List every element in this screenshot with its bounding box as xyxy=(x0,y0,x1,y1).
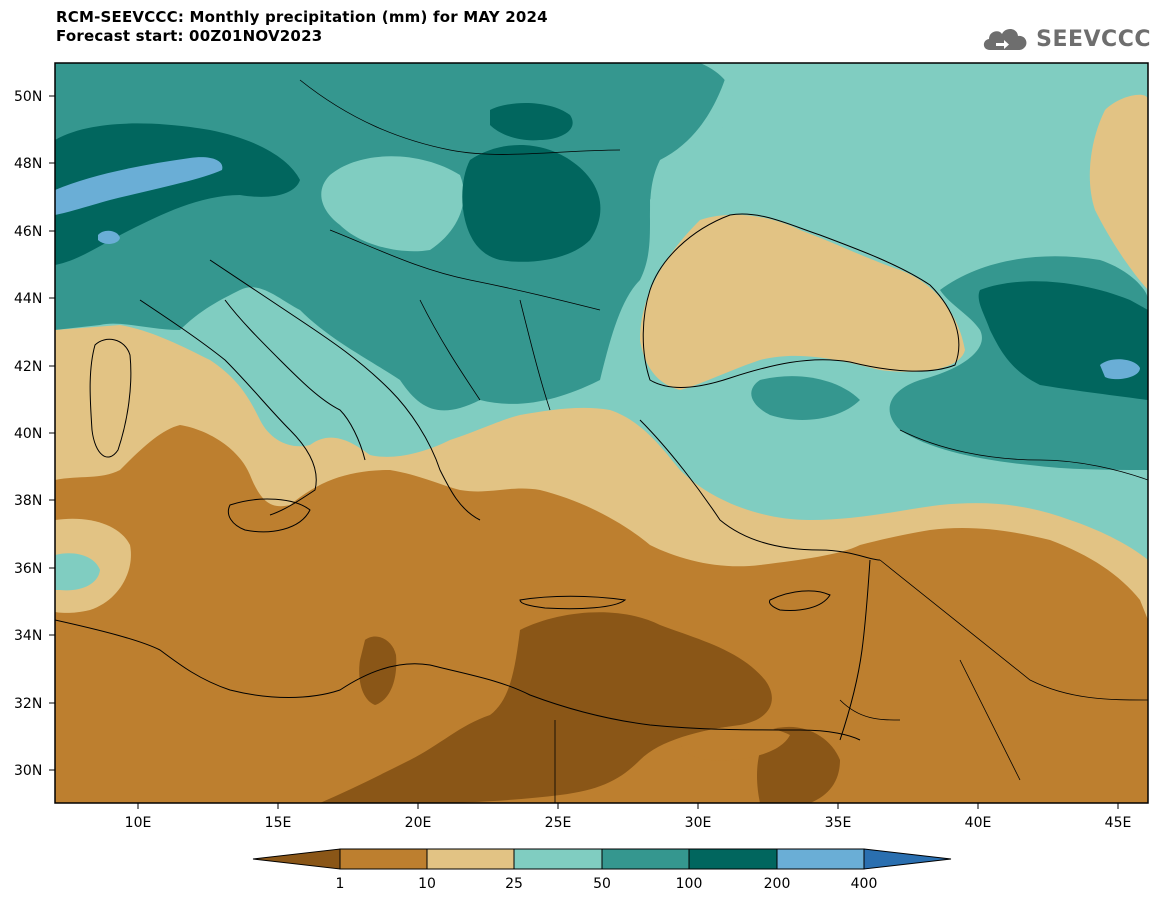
coastline-cyprus xyxy=(769,590,831,611)
cloud-icon xyxy=(983,28,1027,50)
colorbar-segment-200-400 xyxy=(776,848,865,870)
colorbar-label-50: 50 xyxy=(593,876,611,892)
colorbar-segment-25-50 xyxy=(513,848,603,870)
region-50-100-anatolia xyxy=(751,376,860,420)
colorbar-segment-below-1 xyxy=(252,848,341,870)
seevccc-logo: SEEVCCC xyxy=(980,22,1151,56)
colorbar-label-10: 10 xyxy=(418,876,436,892)
lat-tick-36n: 36N xyxy=(14,561,42,577)
lon-tick-15e: 15E xyxy=(265,815,292,831)
lon-tick-35e: 35E xyxy=(825,815,852,831)
lat-tick-44n: 44N xyxy=(14,291,42,307)
colorbar-segment-above-400 xyxy=(863,848,952,870)
lat-tick-50n: 50N xyxy=(14,89,42,105)
lat-tick-48n: 48N xyxy=(14,156,42,172)
lat-tick-46n: 46N xyxy=(14,224,42,240)
colorbar-label-200: 200 xyxy=(764,876,791,892)
region-25-50-tunisia xyxy=(55,553,100,591)
coastline-sardinia xyxy=(89,338,132,458)
colorbar: 1 10 25 50 100 200 400 xyxy=(252,848,952,892)
region-25-50-pannonia xyxy=(321,156,464,252)
region-10-25-anatolia-east xyxy=(1089,94,1148,290)
lon-tick-40e: 40E xyxy=(965,815,992,831)
lat-tick-40n: 40N xyxy=(14,426,42,442)
coastline-turkey-south xyxy=(639,419,881,561)
lon-tick-10e: 10E xyxy=(125,815,152,831)
region-200-400-alps-spot xyxy=(98,230,120,244)
coastline-black-sea xyxy=(642,213,960,388)
lat-tick-30n: 30N xyxy=(14,763,42,779)
colorbar-segment-1-10 xyxy=(339,848,428,870)
colorbar-segment-100-200 xyxy=(688,848,778,870)
region-200-400-caucasus xyxy=(1100,359,1140,380)
border-lines xyxy=(299,79,1148,803)
coastline-sicily xyxy=(227,498,311,533)
colorbar-segment-50-100 xyxy=(601,848,690,870)
lat-tick-34n: 34N xyxy=(14,628,42,644)
region-below-1-egypt xyxy=(320,612,772,803)
colorbar-label-1: 1 xyxy=(336,876,345,892)
coastlines-and-borders xyxy=(55,79,1148,803)
logo-text: SEEVCCC xyxy=(1036,26,1151,52)
region-25-50-ukraine xyxy=(470,63,1148,300)
lat-tick-42n: 42N xyxy=(14,359,42,375)
region-200-400-alps xyxy=(55,157,223,215)
lat-tick-38n: 38N xyxy=(14,493,42,509)
colorbar-segment-10-25 xyxy=(426,848,515,870)
title-line-1: RCM-SEEVCCC: Monthly precipitation (mm) … xyxy=(56,8,548,26)
lon-tick-20e: 20E xyxy=(405,815,432,831)
lon-tick-45e: 45E xyxy=(1105,815,1132,831)
coastline-levant xyxy=(839,559,871,741)
lon-tick-25e: 25E xyxy=(545,815,572,831)
lon-axis: 10E 15E 20E 25E 30E 35E 40E 45E xyxy=(125,803,1132,831)
lat-tick-32n: 32N xyxy=(14,696,42,712)
region-100-200-alps xyxy=(55,123,300,265)
title-line-2: Forecast start: 00Z01NOV2023 xyxy=(56,27,323,45)
coastline-africa xyxy=(55,619,861,741)
map-title: RCM-SEEVCCC: Monthly precipitation (mm) … xyxy=(56,8,548,46)
colorbar-label-400: 400 xyxy=(851,876,878,892)
region-1-10-nile xyxy=(680,725,790,761)
coastline-crete xyxy=(519,595,627,610)
coastline-italy xyxy=(139,299,366,516)
colorbar-label-100: 100 xyxy=(676,876,703,892)
lon-tick-30e: 30E xyxy=(685,815,712,831)
colorbar-label-25: 25 xyxy=(505,876,523,892)
precipitation-field xyxy=(55,63,1148,803)
coastline-balkans xyxy=(209,259,481,521)
region-10-25-black-sea xyxy=(640,214,965,390)
lat-axis: 50N 48N 46N 44N 42N 40N 38N 36N 34N 32N … xyxy=(14,89,55,779)
region-100-200-carpathians xyxy=(462,145,601,262)
region-100-200-ukraine-north xyxy=(490,103,573,141)
